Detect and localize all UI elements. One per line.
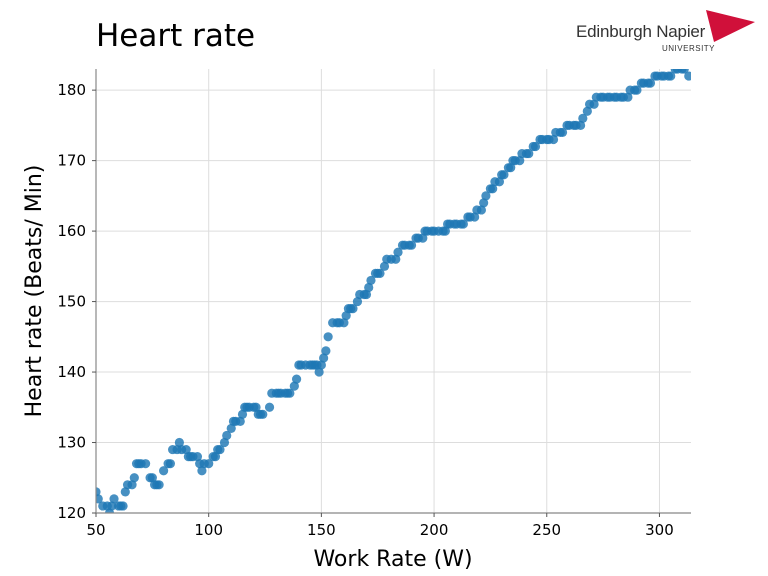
data-point [645, 78, 656, 88]
data-point [237, 409, 248, 419]
data-point [264, 402, 275, 412]
data-point [118, 501, 128, 511]
y-tick-label: 120 [57, 504, 86, 522]
data-point [147, 473, 157, 483]
data-point [181, 444, 191, 455]
data-point [623, 92, 633, 102]
data-point [289, 381, 299, 391]
data-point [666, 71, 676, 81]
x-tick-label: 150 [307, 521, 336, 539]
data-point [321, 346, 331, 356]
x-axis-ticks: 50 100 150 200 250 300 [86, 513, 674, 539]
data-point [210, 452, 221, 462]
data-point [165, 459, 175, 469]
x-tick-label: 250 [532, 521, 561, 539]
data-point [204, 459, 214, 469]
data-point [219, 437, 230, 448]
logo-subtitle: UNIVERSITY [662, 44, 716, 53]
data-point [470, 212, 480, 222]
y-tick-label: 150 [57, 293, 86, 311]
data-point [548, 134, 559, 145]
data-point [314, 367, 324, 377]
data-point [127, 480, 137, 490]
data-point [154, 480, 164, 490]
data-point [348, 304, 358, 314]
data-point [316, 360, 326, 370]
data-point [494, 177, 505, 187]
y-axis-ticks: 120 130 140 150 160 170 180 [57, 81, 96, 522]
data-point [174, 437, 184, 448]
y-tick-label: 170 [57, 152, 86, 170]
data-point [361, 289, 372, 300]
data-point [159, 466, 169, 476]
data-point [499, 170, 509, 180]
data-point [530, 141, 541, 152]
logo-name: Edinburgh Napier [576, 22, 706, 41]
y-tick-label: 140 [57, 363, 86, 381]
data-point [406, 240, 417, 250]
data-point [479, 198, 489, 208]
data-point [251, 402, 261, 412]
data-point [582, 106, 592, 116]
axes [95, 69, 691, 514]
data-point [323, 332, 333, 342]
x-tick-label: 50 [86, 521, 105, 539]
university-logo: Edinburgh Napier UNIVERSITY [572, 8, 762, 58]
data-point [524, 148, 534, 159]
data-point [488, 184, 498, 194]
data-point [140, 459, 151, 469]
data-point [418, 233, 428, 243]
data-point [120, 487, 130, 497]
data-point [440, 226, 450, 236]
x-axis-label: Work Rate (W) [313, 547, 472, 572]
data-point [589, 99, 599, 109]
x-tick-label: 100 [194, 521, 223, 539]
data-point [235, 416, 245, 426]
data-point [222, 430, 232, 441]
x-tick-label: 200 [420, 521, 449, 539]
y-tick-label: 130 [57, 434, 86, 452]
data-point [226, 423, 236, 434]
data-point [96, 487, 101, 497]
data-point [375, 268, 385, 278]
x-tick-label: 300 [645, 521, 674, 539]
logo-flag-icon [706, 10, 755, 42]
y-tick-label: 180 [57, 81, 86, 99]
data-point [515, 156, 525, 166]
data-point [197, 466, 207, 476]
data-point [319, 353, 329, 363]
y-tick-label: 160 [57, 222, 86, 240]
data-point [215, 444, 225, 455]
data-point [458, 219, 468, 229]
data-point [352, 296, 363, 307]
data-point [192, 452, 203, 462]
data-point [96, 494, 103, 504]
data-point [109, 494, 119, 504]
data-point [632, 85, 642, 95]
data-point [575, 120, 586, 130]
data-point [557, 127, 568, 138]
data-point [578, 113, 588, 123]
data-point [506, 163, 516, 173]
data-point [476, 205, 486, 215]
data-point [339, 318, 349, 328]
data-point [684, 71, 691, 81]
data-point [129, 473, 139, 483]
data-point [379, 261, 390, 271]
data-points [96, 69, 691, 513]
data-point [258, 409, 268, 419]
data-point [291, 374, 302, 384]
data-point [341, 311, 351, 321]
data-point [285, 388, 295, 398]
data-point [107, 501, 117, 511]
page-title: Heart rate [96, 18, 256, 54]
data-point [391, 254, 401, 264]
data-point [393, 247, 403, 257]
data-point [364, 282, 374, 293]
data-point [481, 191, 491, 201]
data-point [366, 275, 376, 286]
y-axis-label: Heart rate (Beats/ Min) [22, 165, 47, 418]
